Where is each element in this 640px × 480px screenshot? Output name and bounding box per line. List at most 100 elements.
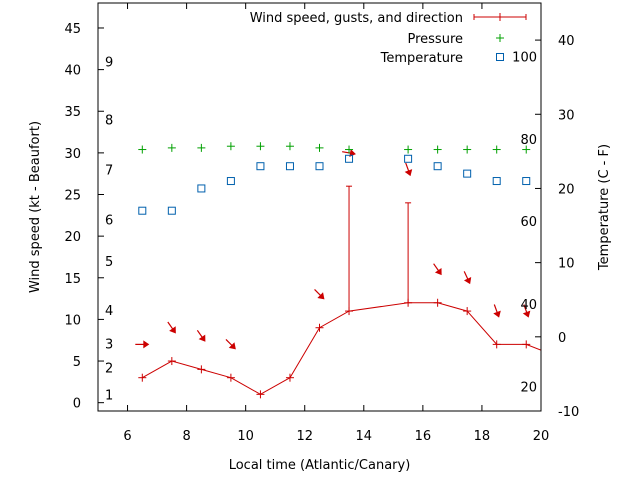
pressure-point	[315, 143, 324, 152]
x-tick-label: 10	[237, 429, 254, 444]
wind-speed-point	[197, 365, 206, 374]
wind-direction-arrow	[404, 162, 413, 177]
y-left-tick-label: 5	[73, 355, 81, 370]
beaufort-label: 2	[105, 362, 113, 377]
y-left-tick-label: 30	[64, 147, 81, 162]
temperature-point	[492, 177, 501, 186]
temperature-point	[226, 177, 235, 186]
pressure-point	[492, 145, 501, 154]
temperature-point	[345, 154, 354, 163]
arrow-head	[493, 310, 501, 318]
wind-direction-arrow	[196, 329, 206, 342]
pressure-point	[256, 142, 265, 151]
arrow-head	[228, 342, 236, 350]
y-right-tick-label: 0	[558, 331, 566, 346]
y-left-tick-label: 40	[64, 64, 81, 79]
legend-temperature-label: Temperature	[380, 51, 463, 66]
wind-speed-point	[226, 373, 235, 382]
y-right-tick-label: 10	[558, 257, 575, 272]
pressure-point	[463, 145, 472, 154]
beaufort-label: 7	[105, 164, 113, 179]
wind-speed-line	[142, 302, 541, 395]
wind-speed-point	[522, 340, 531, 349]
temperature-point	[256, 162, 265, 171]
plot-area	[135, 13, 541, 399]
y-left-tick-label: 10	[64, 313, 81, 328]
temperature-point	[138, 206, 147, 215]
beaufort-label: 3	[105, 338, 113, 353]
axes: 6 8 10 12 14 16 18 20051015202530354045-1001020…	[28, 2, 612, 473]
temperature-point	[197, 184, 206, 193]
temperature-point	[463, 169, 472, 178]
wind-speed-point	[463, 307, 472, 316]
temperature-point	[167, 206, 176, 215]
fahrenheit-label: 40	[520, 298, 537, 313]
beaufort-label: 9	[105, 55, 113, 70]
pressure-point	[167, 143, 176, 152]
legend: Wind speed, gusts, and direction Pressure…	[250, 11, 527, 66]
y-left-tick-label: 25	[64, 189, 81, 204]
wind-direction-arrow	[167, 321, 176, 334]
y-right-tick-label: 20	[558, 182, 575, 197]
pressure-point	[345, 145, 354, 154]
temperature-point	[285, 162, 294, 171]
wind-direction-arrow	[314, 289, 325, 300]
wind-direction-arrow	[493, 304, 501, 318]
pressure-point	[285, 142, 294, 151]
x-tick-label: 18	[474, 429, 491, 444]
beaufort-label: 6	[105, 213, 113, 228]
beaufort-label: 8	[105, 114, 113, 129]
y-right-tick-label: -10	[558, 405, 579, 420]
wind-speed-point	[285, 373, 294, 382]
y-left-tick-label: 15	[64, 272, 81, 287]
wind-speed-point	[167, 357, 176, 366]
arrow-head	[143, 340, 150, 349]
x-tick-label: 8	[182, 429, 190, 444]
arrow-head	[463, 276, 472, 285]
y-right-axis-title: Temperature (C - F)	[597, 144, 612, 271]
fahrenheit-label: 80	[520, 133, 537, 148]
wind-speed-point	[492, 340, 501, 349]
plot-border	[97, 2, 542, 412]
y-right-tick-label: 30	[558, 108, 575, 123]
y-left-tick-label: 35	[64, 105, 81, 120]
pressure-point	[138, 145, 147, 154]
arrow-head	[434, 267, 442, 276]
x-tick-label: 16	[415, 429, 432, 444]
y-right-tick-label: 40	[558, 34, 575, 49]
legend-temperature-marker	[496, 53, 504, 61]
wind-direction-arrow	[522, 304, 531, 318]
wind-speed-point	[256, 390, 265, 399]
y-left-tick-label: 0	[73, 397, 81, 412]
wind-speed-point	[138, 373, 147, 382]
arrow-head	[404, 169, 413, 177]
wind-direction-arrow	[463, 271, 472, 285]
legend-pressure-marker	[496, 34, 504, 42]
beaufort-label: 5	[105, 255, 113, 270]
x-axis-title: Local time (Atlantic/Canary)	[229, 458, 411, 473]
arrow-head	[198, 334, 206, 342]
fahrenheit-label: 60	[520, 215, 537, 230]
fahrenheit-label: 20	[520, 381, 537, 396]
arrow-head	[169, 326, 176, 334]
temperature-point	[433, 162, 442, 171]
wind-speed-point	[315, 323, 324, 332]
y-left-axis-title: Wind speed (kt - Beaufort)	[28, 121, 43, 293]
pressure-point	[197, 143, 206, 152]
arrow-head	[522, 310, 531, 318]
pressure-point	[226, 142, 235, 151]
wind-direction-arrow	[135, 340, 150, 349]
y-left-tick-label: 45	[64, 22, 81, 37]
beaufort-label: 4	[105, 304, 113, 319]
wind-direction-arrow	[225, 339, 236, 350]
y-left-tick-label: 20	[64, 230, 81, 245]
temperature-point	[404, 154, 413, 163]
x-tick-label: 12	[296, 429, 313, 444]
x-tick-label: 14	[356, 429, 373, 444]
arrow-head	[317, 292, 325, 300]
fahrenheit-label: 100	[512, 50, 537, 65]
pressure-point	[404, 145, 413, 154]
pressure-point	[522, 145, 531, 154]
x-tick-label: 20	[533, 429, 550, 444]
